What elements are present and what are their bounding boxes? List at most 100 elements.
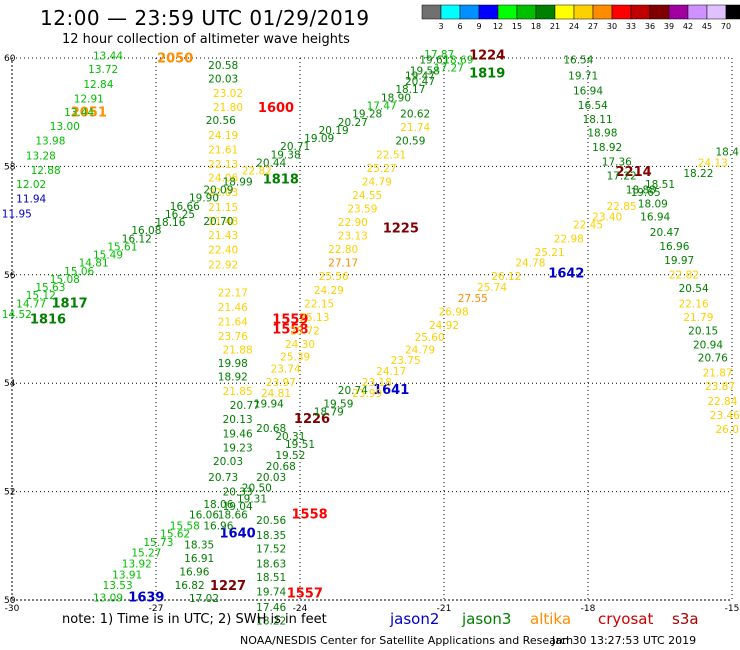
color-scale-tick: 39 xyxy=(664,22,674,31)
wave-height-value: 22.85 xyxy=(607,201,637,213)
time-label: 1819 xyxy=(469,67,505,82)
wave-height-value: 20.59 xyxy=(395,136,425,148)
x-tick-label: -27 xyxy=(149,604,164,614)
wave-height-value: 19.51 xyxy=(285,439,315,451)
wave-height-value: 13.28 xyxy=(26,150,56,162)
wave-height-value: 20.58 xyxy=(208,60,238,72)
wave-height-value: 18.92 xyxy=(592,142,622,154)
wave-height-value: 19.04 xyxy=(223,501,253,513)
wave-height-value: 20.56 xyxy=(206,115,236,127)
color-swatch xyxy=(459,4,480,20)
wave-height-value: 24.81 xyxy=(261,388,291,400)
legend-altika: altika xyxy=(530,610,572,628)
wave-height-value: 25.21 xyxy=(535,247,565,259)
wave-height-value: 15.61 xyxy=(107,241,137,253)
wave-height-value: 20.47 xyxy=(405,76,435,88)
wave-height-value: 13.53 xyxy=(103,580,133,592)
color-swatch xyxy=(573,4,594,20)
wave-height-value: 21.88 xyxy=(223,344,253,356)
wave-height-value: 23.02 xyxy=(213,88,243,100)
wave-height-value: 27.55 xyxy=(458,293,488,305)
wave-height-value: 16.12 xyxy=(122,233,152,245)
wave-height-value: 22.03 xyxy=(208,187,238,199)
footer-note: note: 1) Time is in UTC; 2) SWH is in fe… xyxy=(62,612,327,627)
wave-height-value: 24.55 xyxy=(352,190,382,202)
footer-timestamp: Jan 30 13:27:53 UTC 2019 xyxy=(552,634,697,647)
time-label: 2214 xyxy=(616,165,652,180)
time-label: 1226 xyxy=(294,412,330,427)
wave-height-value: 21.74 xyxy=(400,122,430,134)
wave-height-value: 15.12 xyxy=(26,290,56,302)
wave-height-value: 20.03 xyxy=(208,73,238,85)
wave-height-value: 25.74 xyxy=(477,282,507,294)
x-tick-label: -24 xyxy=(293,604,308,614)
color-scale-tick: 21 xyxy=(550,22,560,31)
wave-height-value: 20.44 xyxy=(256,157,286,169)
time-label: 1224 xyxy=(469,49,505,64)
color-swatch xyxy=(706,4,727,20)
wave-height-value: 13.00 xyxy=(50,121,80,133)
wave-height-value: 13.91 xyxy=(112,569,142,581)
color-scale-tick: 9 xyxy=(476,22,481,31)
wave-height-value: 24.29 xyxy=(314,285,344,297)
wave-height-value: 18.22 xyxy=(256,615,286,627)
wave-height-value: 20.47 xyxy=(650,227,680,239)
wave-height-value: 24.79 xyxy=(362,176,392,188)
wave-height-value: 17.52 xyxy=(256,543,286,555)
color-swatch xyxy=(497,4,518,20)
y-tick-label: 60 xyxy=(4,54,16,64)
wave-height-value: 24.06 xyxy=(208,173,238,185)
wave-height-value: 11.94 xyxy=(16,194,46,206)
wave-height-value: 18.16 xyxy=(155,217,185,229)
color-swatch xyxy=(421,4,442,20)
wave-height-value: 13.09 xyxy=(93,593,123,605)
wave-height-value: 20.31 xyxy=(275,431,305,443)
time-label: 1816 xyxy=(30,313,66,328)
wave-height-value: 18.09 xyxy=(638,199,668,211)
color-scale-tick: 6 xyxy=(457,22,462,31)
wave-height-value: 19.90 xyxy=(189,193,219,205)
wave-height-value: 15.27 xyxy=(131,548,161,560)
wave-height-value: 20.94 xyxy=(693,340,723,352)
wave-height-value: 20.03 xyxy=(256,472,286,484)
wave-height-value: 11.95 xyxy=(2,208,32,220)
wave-height-value: 20.56 xyxy=(256,515,286,527)
time-label: 1600 xyxy=(258,101,294,116)
wave-height-value: 23.18 xyxy=(362,377,392,389)
wave-height-value: 22.80 xyxy=(328,244,358,256)
color-scale-tick: 36 xyxy=(645,22,655,31)
legend-s3a: s3a xyxy=(672,610,699,628)
wave-height-value: 15.73 xyxy=(143,537,173,549)
color-scale-tick: 30 xyxy=(607,22,617,31)
time-label: 1227 xyxy=(210,579,246,594)
wave-height-value: 19.61 xyxy=(419,54,449,66)
wave-height-value: 18.51 xyxy=(256,572,286,584)
time-label: 1225 xyxy=(383,222,419,237)
plot-frame xyxy=(11,57,733,601)
wave-height-value: 13.98 xyxy=(35,136,65,148)
wave-height-value: 21.79 xyxy=(683,312,713,324)
wave-height-value: 19.31 xyxy=(237,493,267,505)
wave-height-value: 17.47 xyxy=(367,100,397,112)
y-tick-label: 58 xyxy=(4,162,16,172)
wave-height-value: 20.27 xyxy=(338,117,368,129)
wave-height-value: 20.77 xyxy=(230,400,260,412)
wave-height-value: 18.79 xyxy=(314,407,344,419)
wave-height-value: 25.72 xyxy=(290,325,320,337)
wave-height-labels: 2050 1224 1819 1600 2051 1818 2214 1225 1642 1817… xyxy=(2,49,740,628)
time-label: 1818 xyxy=(263,173,299,188)
wave-height-value: 22.15 xyxy=(304,298,334,310)
wave-height-value: 26.98 xyxy=(439,306,469,318)
y-tick-label: 50 xyxy=(4,596,16,606)
wave-height-value: 23.76 xyxy=(218,331,248,343)
time-label: 2050 xyxy=(157,51,193,66)
x-tick-label: -30 xyxy=(5,604,20,614)
time-label: 1817 xyxy=(52,296,88,311)
time-label: 1558 xyxy=(272,322,308,337)
wave-height-value: 16.94 xyxy=(573,85,603,97)
color-swatch xyxy=(611,4,632,20)
wave-height-value: 15.49 xyxy=(93,250,123,262)
wave-height-value: 19.94 xyxy=(254,399,284,411)
wave-height-value: 18.35 xyxy=(256,530,286,542)
